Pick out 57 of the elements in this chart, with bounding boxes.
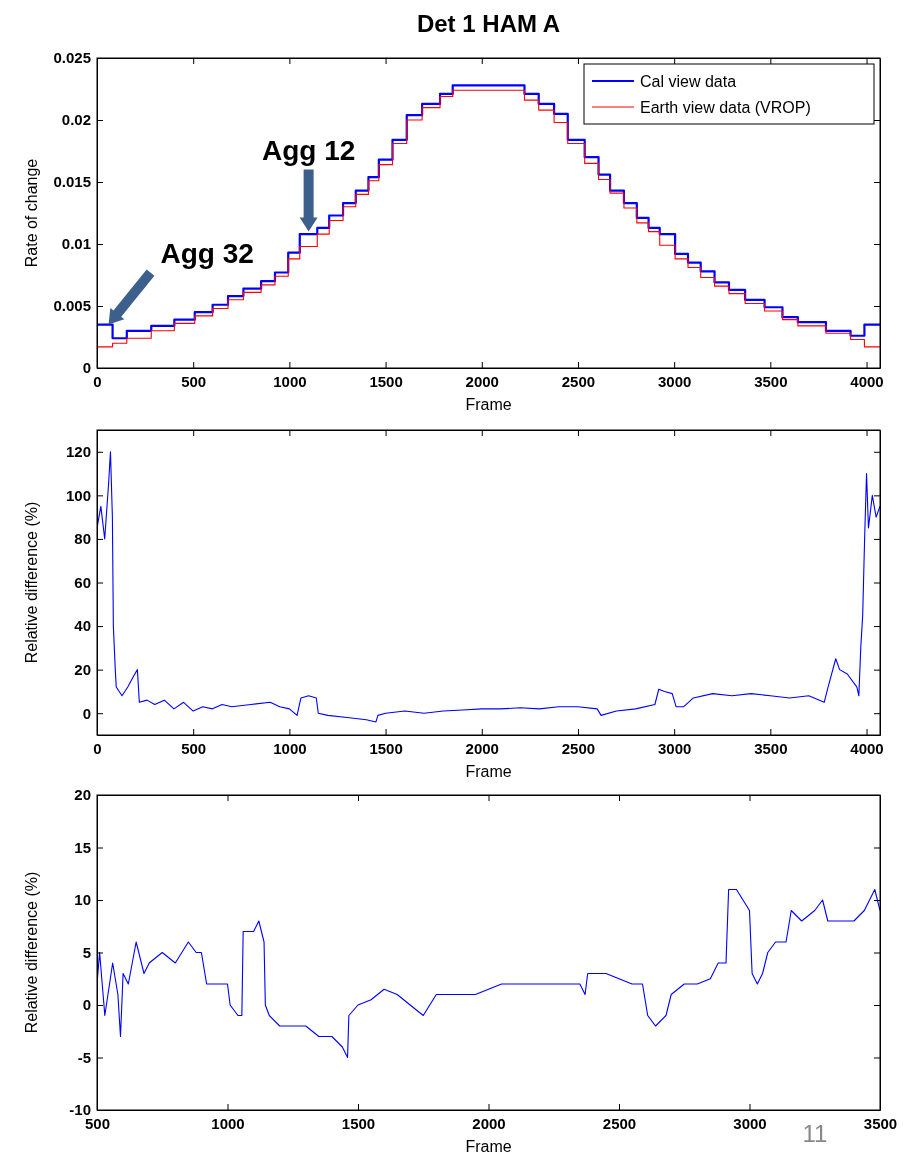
- x-tick-label: 3000: [733, 1114, 767, 1132]
- y-tick-label: 0.01: [61, 235, 91, 253]
- legend-label: Cal view data: [640, 73, 737, 90]
- x-tick-label: 0: [93, 372, 102, 390]
- annotation: Agg 32: [160, 237, 254, 269]
- x-tick-label: 2500: [561, 739, 596, 757]
- y-tick-label: 15: [74, 838, 91, 856]
- x-tick-label: 2000: [472, 1114, 506, 1132]
- y-tick-label: 0.005: [53, 297, 91, 315]
- y-tick-label: 10: [74, 891, 91, 909]
- annotation: Agg 12: [261, 134, 356, 166]
- y-tick-label: 100: [65, 486, 91, 504]
- x-tick-label: 2000: [465, 372, 499, 390]
- y-tick-label: 60: [74, 573, 91, 591]
- y-tick-label: 5: [82, 943, 91, 961]
- y-tick-label: 80: [74, 530, 91, 548]
- x-tick-label: 500: [181, 739, 207, 757]
- x-tick-label: 1500: [369, 372, 403, 390]
- y-tick-label: 0: [82, 996, 91, 1014]
- x-tick-label: 1000: [273, 739, 307, 757]
- x-tick-label: 3500: [863, 1114, 898, 1132]
- y-tick-label: 0.025: [53, 49, 91, 67]
- x-tick-label: 3500: [754, 372, 788, 390]
- x-tick-label: 500: [181, 372, 207, 390]
- x-tick-label: 2000: [465, 739, 499, 757]
- chart-title: Det 1 HAM A: [416, 10, 561, 37]
- y-tick-label: 40: [74, 617, 91, 635]
- y-tick-label: 0.02: [61, 111, 91, 129]
- x-axis-title: Frame: [465, 396, 512, 413]
- x-tick-label: 1500: [369, 739, 403, 757]
- x-tick-label: 1500: [341, 1114, 376, 1132]
- x-tick-label: 2500: [602, 1114, 637, 1132]
- y-tick-label: 0: [82, 359, 91, 377]
- x-tick-label: 0: [93, 739, 102, 757]
- x-tick-label: 3000: [657, 739, 692, 757]
- x-axis-title: Frame: [465, 1138, 512, 1155]
- y-tick-label: 0: [82, 704, 91, 722]
- y-tick-label: 0.015: [53, 173, 91, 191]
- x-tick-label: 3000: [657, 372, 692, 390]
- x-tick-label: 4000: [850, 372, 884, 390]
- y-tick-label: 20: [74, 786, 91, 804]
- y-axis-title: Rate of change: [23, 158, 40, 268]
- x-tick-label: 1000: [273, 372, 307, 390]
- x-tick-label: 3500: [754, 739, 788, 757]
- x-tick-label: 4000: [850, 739, 884, 757]
- y-tick-label: 120: [65, 443, 91, 461]
- line-series: [97, 888, 880, 1059]
- y-tick-label: -5: [77, 1048, 91, 1066]
- y-tick-label: 20: [74, 660, 91, 678]
- x-axis-title: Frame: [465, 763, 512, 780]
- x-tick-label: 2500: [561, 372, 596, 390]
- line-series: [97, 451, 880, 723]
- legend-label: Earth view data (VROP): [640, 99, 811, 116]
- y-axis-title: Relative difference (%): [23, 871, 40, 1034]
- y-axis-title: Relative difference (%): [23, 501, 40, 664]
- x-tick-label: 1000: [211, 1114, 245, 1132]
- text: 11: [802, 1120, 828, 1147]
